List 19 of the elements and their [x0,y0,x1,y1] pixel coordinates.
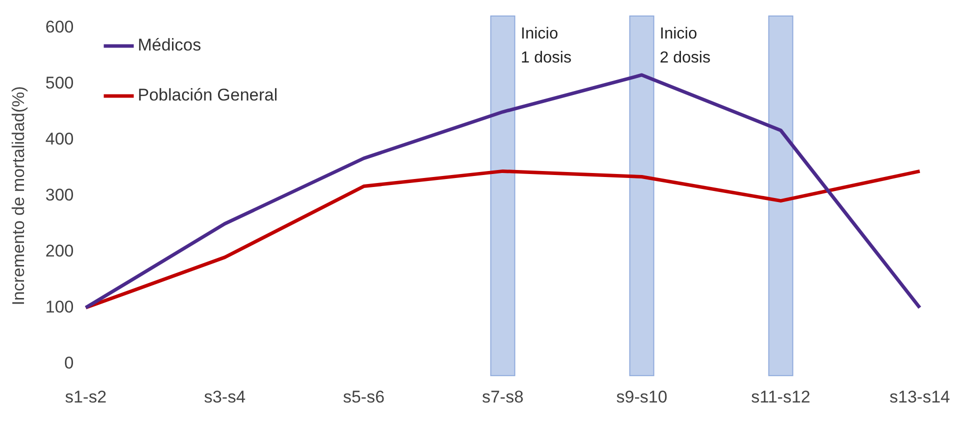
y-tick-label: 100 [45,297,74,316]
y-tick-label: 500 [45,74,74,93]
y-axis-title: Incremento de mortalidad(%) [8,86,28,306]
legend-label: Médicos [138,36,202,55]
x-tick-label: s7-s8 [482,387,524,406]
x-tick-label: s9-s10 [616,387,668,406]
band-label: Inicio 2 dosis [660,25,710,66]
band-label: Inicio 1 dosis [520,25,572,66]
y-tick-label: 200 [45,241,74,260]
y-tick-label: 600 [45,18,74,37]
y-tick-label: 400 [45,130,74,149]
x-tick-label: s11-s12 [751,387,810,406]
x-tick-label: s1-s2 [64,387,107,406]
x-tick-label: s3-s4 [204,387,246,406]
legend-label: Población General [138,86,278,105]
y-tick-label: 0 [64,353,74,372]
y-tick-label: 300 [45,185,74,204]
x-tick-label: s5-s6 [342,387,385,406]
x-tick-label: s13-s14 [890,387,950,406]
